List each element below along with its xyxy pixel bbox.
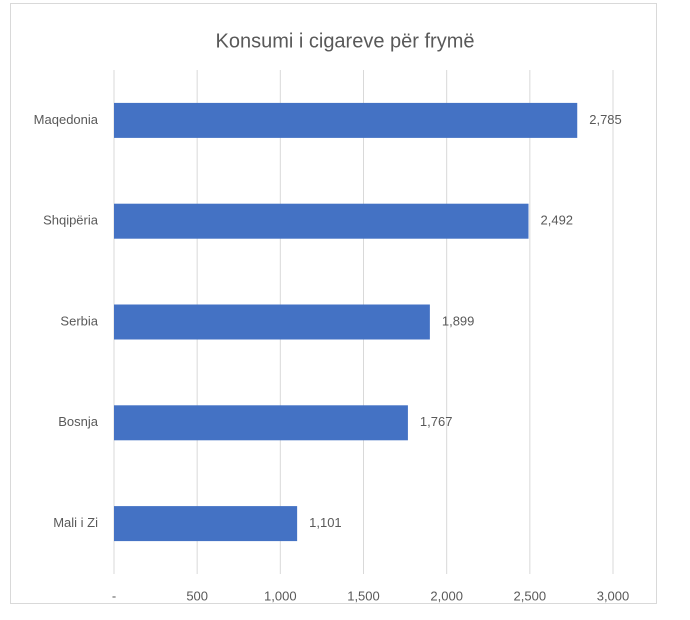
y-tick-label: Shqipëria [43,213,99,228]
x-tick-label: - [112,588,116,603]
x-tick-label: 1,500 [347,588,380,603]
bar [114,203,529,239]
bar [114,506,298,542]
x-tick-label: 500 [186,588,208,603]
bar [114,102,578,138]
data-label: 2,492 [541,213,574,228]
x-tick-label: 1,000 [264,588,297,603]
chart-border [10,3,657,604]
data-label: 1,101 [309,515,342,530]
x-tick-label: 2,000 [430,588,463,603]
bar [114,405,408,441]
x-tick-label: 2,500 [514,588,547,603]
y-tick-label: Bosnja [58,414,99,429]
y-tick-label: Serbia [60,313,98,328]
y-tick-label: Mali i Zi [53,515,98,530]
bar [114,304,430,340]
y-tick-label: Maqedonia [34,112,99,127]
data-label: 1,899 [442,313,475,328]
data-label: 2,785 [589,112,622,127]
data-label: 1,767 [420,414,453,429]
x-tick-label: 3,000 [597,588,630,603]
chart-title: Konsumi i cigareve për frymë [216,30,475,52]
